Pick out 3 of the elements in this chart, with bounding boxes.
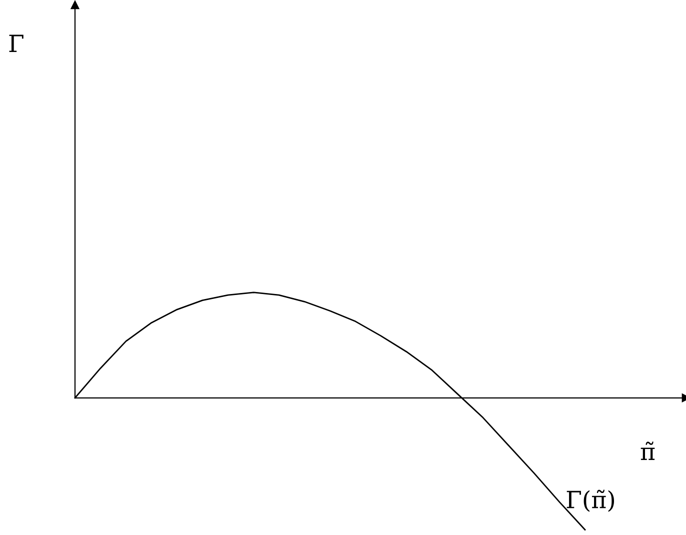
- annotation: Γ(π̃): [566, 490, 614, 512]
- x-axis-title: π̃: [640, 442, 655, 460]
- text: Γ: [9, 34, 24, 52]
